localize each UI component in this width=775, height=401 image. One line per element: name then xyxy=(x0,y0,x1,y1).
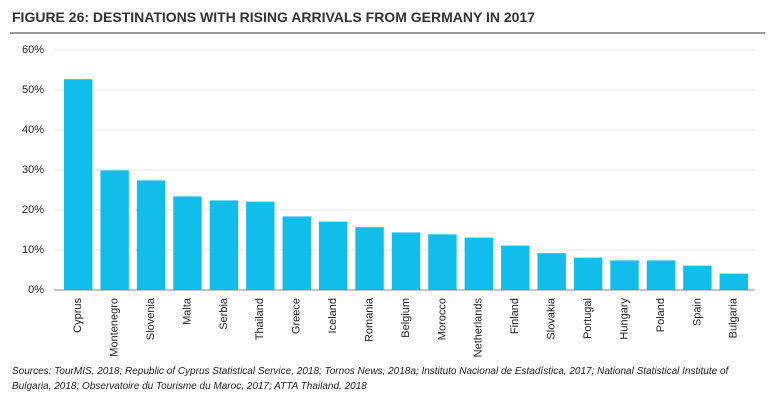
x-tick-label: Greece xyxy=(291,298,303,334)
bar xyxy=(646,260,676,290)
bar xyxy=(64,79,93,290)
bar xyxy=(100,170,129,290)
bar xyxy=(282,216,311,290)
bar xyxy=(246,201,275,290)
bar xyxy=(173,196,202,290)
x-tick-label: Poland xyxy=(655,298,667,332)
bar xyxy=(209,200,239,290)
bar xyxy=(428,234,457,290)
x-tick-label: Morocco xyxy=(436,298,448,340)
x-tick-label: Montenegro xyxy=(109,298,121,357)
bar xyxy=(610,260,639,290)
chart-title: FIGURE 26: DESTINATIONS WITH RISING ARRI… xyxy=(12,9,535,25)
bar xyxy=(391,232,421,290)
x-tick-label: Romania xyxy=(363,297,375,342)
x-tick-label: Netherlands xyxy=(473,298,485,358)
x-tick-label: Cyprus xyxy=(72,298,84,333)
bar xyxy=(537,253,566,290)
x-tick-label: Iceland xyxy=(327,298,339,333)
x-tick-label: Slovenia xyxy=(145,297,157,340)
x-tick-label: Hungary xyxy=(618,298,630,340)
y-tick-label: 10% xyxy=(22,244,44,256)
y-tick-label: 20% xyxy=(22,204,44,216)
y-tick-label: 40% xyxy=(22,124,44,136)
x-tick-label: Thailand xyxy=(254,298,266,340)
x-tick-label: Spain xyxy=(691,298,703,326)
x-tick-label: Bulgaria xyxy=(728,297,740,338)
x-tick-label: Slovakia xyxy=(546,297,558,339)
bar xyxy=(573,257,603,290)
bar xyxy=(683,265,712,290)
chart: 0% 10% 20% 30% 40% 50% 60% Cyprus Montenegro Slov… xyxy=(10,32,765,358)
y-tick-label: 30% xyxy=(22,164,44,176)
y-tick-label: 60% xyxy=(22,44,44,56)
source-note: Sources: TourMIS, 2018; Republic of Cypr… xyxy=(12,366,729,392)
bar xyxy=(464,237,494,290)
y-tick-label: 50% xyxy=(22,84,44,96)
bar xyxy=(501,245,530,290)
bar xyxy=(318,221,348,290)
x-tick-label: Finland xyxy=(509,298,521,334)
y-tick-label: 0% xyxy=(28,284,44,296)
bar xyxy=(136,180,166,290)
bar xyxy=(719,273,748,290)
x-tick-label: Belgium xyxy=(400,298,412,338)
x-tick-label: Portugal xyxy=(582,298,594,339)
x-tick-label: Malta xyxy=(181,297,193,325)
x-tick-label: Serbia xyxy=(218,297,230,330)
bar xyxy=(355,227,384,290)
